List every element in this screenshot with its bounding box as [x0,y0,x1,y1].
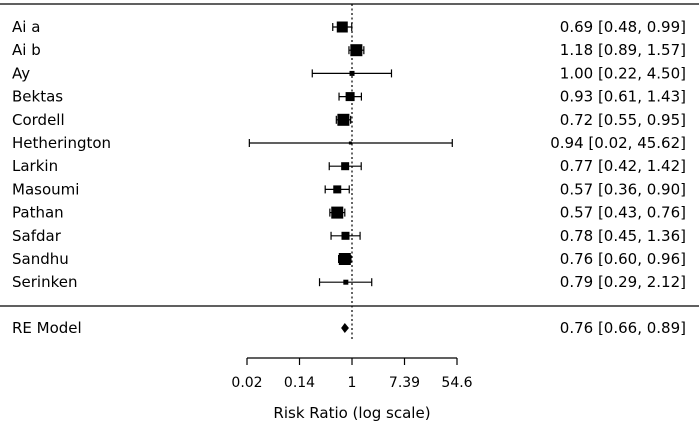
study-row: Bektas 0.93 [0.61, 1.43] [12,88,686,106]
study-row: Serinken 0.79 [0.29, 2.12] [12,273,686,291]
point-estimate [336,21,348,33]
study-ci-text: 0.72 [0.55, 0.95] [560,111,686,129]
study-row: Cordell 0.72 [0.55, 0.95] [12,111,686,129]
x-axis: 0.02 0.14 1 7.39 54.6 [231,357,473,391]
summary-row: RE Model 0.76 [0.66, 0.89] [12,319,686,337]
point-estimate [349,70,355,76]
study-ci-text: 0.76 [0.60, 0.96] [560,250,686,268]
study-row: Ai a 0.69 [0.48, 0.99] [12,18,686,36]
study-row: Pathan 0.57 [0.43, 0.76] [12,204,686,222]
study-row: Larkin 0.77 [0.42, 1.42] [12,157,686,175]
axis-tick-label: 7.39 [389,375,420,391]
study-ci-text: 0.57 [0.43, 0.76] [560,204,686,222]
point-estimate [337,113,350,126]
point-estimate [345,92,355,102]
study-ci-text: 0.94 [0.02, 45.62] [550,134,686,152]
axis-tick-label: 0.02 [231,375,262,391]
point-estimate [331,206,344,219]
study-name: Safdar [12,227,62,245]
study-name: Hetherington [12,134,111,152]
point-estimate [343,279,349,285]
study-name: Ay [12,64,30,82]
study-ci-text: 0.77 [0.42, 1.42] [560,157,686,175]
study-ci-text: 1.18 [0.89, 1.57] [560,41,686,59]
study-ci-text: 0.69 [0.48, 0.99] [560,18,686,36]
study-ci-text: 0.57 [0.36, 0.90] [560,180,686,198]
study-ci-text: 0.78 [0.45, 1.36] [560,227,686,245]
point-estimate [348,141,352,145]
point-estimate [333,185,342,194]
study-name: Serinken [12,273,77,291]
x-axis-label: Risk Ratio (log scale) [273,404,430,422]
study-name: Ai a [12,18,40,36]
study-rows: Ai a 0.69 [0.48, 0.99] Ai b 1.18 [0.89, 1.5… [12,18,686,291]
summary-ci-text: 0.76 [0.66, 0.89] [560,319,686,337]
study-row: Sandhu 0.76 [0.60, 0.96] [12,250,686,268]
summary-diamond [341,323,349,333]
study-name: Ai b [12,41,41,59]
point-estimate [341,231,350,240]
point-estimate [338,253,351,265]
study-row: Hetherington 0.94 [0.02, 45.62] [12,134,686,152]
study-ci-text: 0.79 [0.29, 2.12] [560,273,686,291]
summary-name: RE Model [12,319,82,337]
study-name: Cordell [12,111,65,129]
study-name: Sandhu [12,250,69,268]
study-name: Pathan [12,204,64,222]
axis-tick-label: 54.6 [441,375,472,391]
study-ci-text: 0.93 [0.61, 1.43] [560,88,686,106]
study-row: Masoumi 0.57 [0.36, 0.90] [12,180,686,198]
study-ci-text: 1.00 [0.22, 4.50] [560,64,686,82]
study-name: Bektas [12,88,63,106]
study-row: Ai b 1.18 [0.89, 1.57] [12,41,686,59]
study-row: Safdar 0.78 [0.45, 1.36] [12,227,686,245]
axis-tick-label: 1 [348,375,357,391]
study-row: Ay 1.00 [0.22, 4.50] [12,64,686,82]
study-name: Larkin [12,157,58,175]
point-estimate [350,44,363,57]
study-name: Masoumi [12,180,79,198]
axis-tick-label: 0.14 [284,375,315,391]
point-estimate [341,162,350,171]
